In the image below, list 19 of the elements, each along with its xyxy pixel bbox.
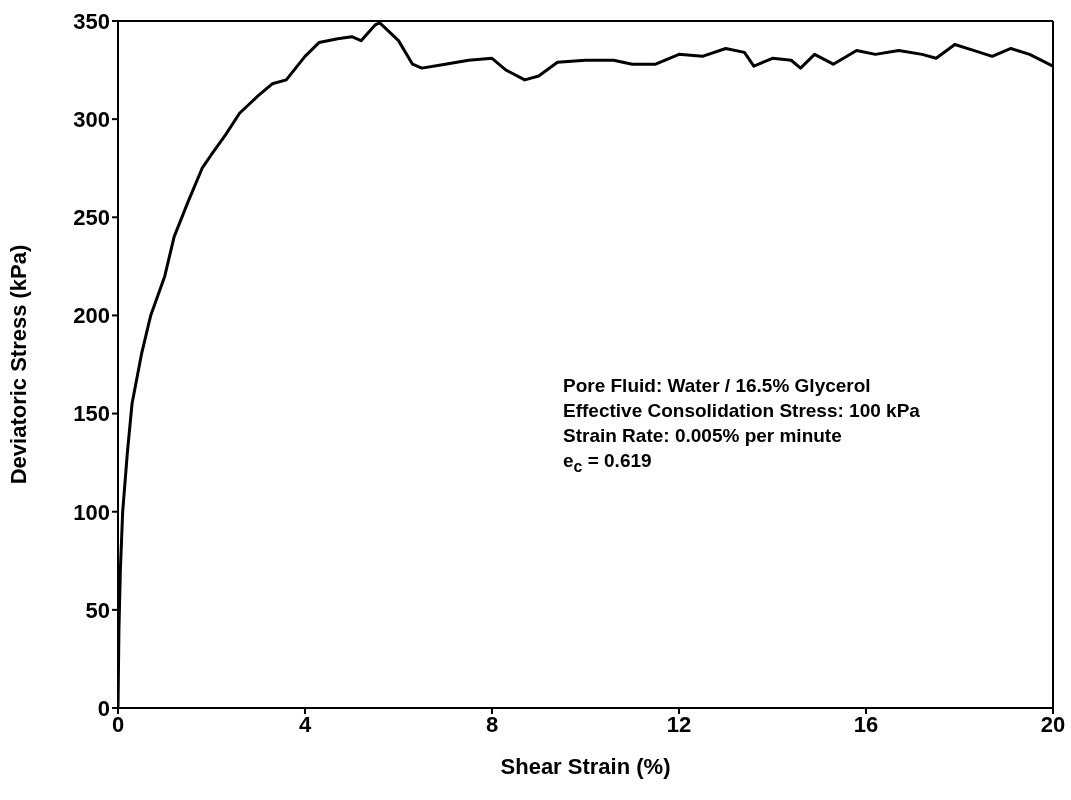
y-tick-label: 150 xyxy=(73,401,110,427)
x-tick-label: 4 xyxy=(298,711,312,737)
x-tick-label: 12 xyxy=(666,711,692,737)
y-tick-label: 100 xyxy=(73,499,110,525)
annotation: Pore Fluid: Water / 16.5% Glycerol xyxy=(563,374,872,398)
y-tick-label: 200 xyxy=(73,303,110,329)
annotation: e$_{c}$ = 0.619 xyxy=(563,449,653,477)
y-tick-label: 0 xyxy=(97,695,110,721)
x-tick-label: 20 xyxy=(1040,711,1066,737)
y-tick-label: 50 xyxy=(85,597,110,623)
y-axis-title: Deviatoric Stress (kPa) xyxy=(5,244,31,485)
annotation: Strain Rate: 0.005% per minute xyxy=(563,424,843,448)
x-tick-label: 16 xyxy=(853,711,879,737)
y-tick-label: 300 xyxy=(73,106,110,132)
y-tick-label: 350 xyxy=(73,8,110,34)
x-tick-label: 8 xyxy=(485,711,499,737)
annotation: Effective Consolidation Stress: 100 kPa xyxy=(563,399,920,423)
x-axis-title: Shear Strain (%) xyxy=(500,754,671,779)
y-tick-label: 250 xyxy=(73,205,110,231)
